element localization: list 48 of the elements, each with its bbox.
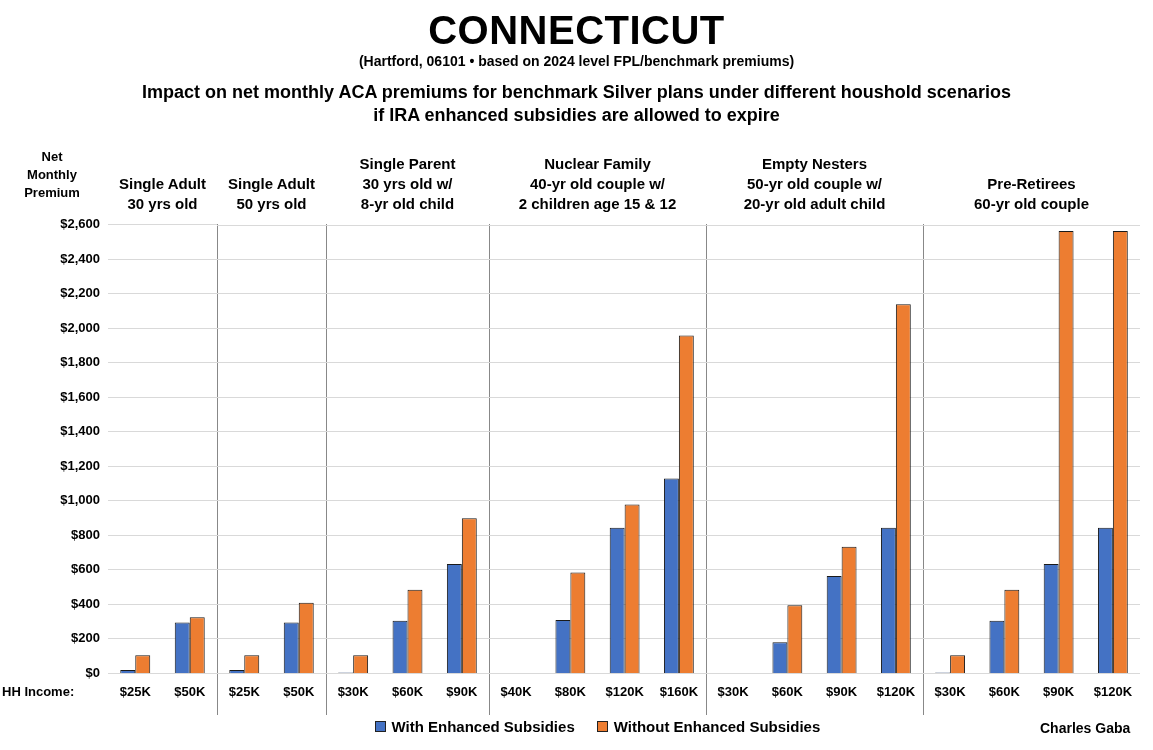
x-tick-label: $120K [876, 683, 916, 699]
text: (Hartford, 06101 • based on 2024 level FPL/benchmark premiums) [357, 53, 796, 69]
y-tick-label: $600 [71, 561, 100, 577]
chart-title: Single Adult 30 yrs old [118, 174, 207, 214]
x-tick-label: $90K [1043, 683, 1075, 699]
chart-title: Single Adult 50 yrs old [227, 174, 316, 214]
x-tick-label: $60K [771, 683, 804, 699]
x-tick-label: $160K [659, 683, 699, 699]
y-tick-label: $1,000 [60, 492, 100, 508]
x-tick-label: $25K [119, 683, 152, 699]
text: Impact on net monthly ACA premiums for benchmark Silver plans under different houshold scenarios [141, 81, 1012, 104]
y-tick-label: $1,600 [60, 388, 100, 404]
y-axis-title: Net Monthly Premium [23, 148, 81, 202]
y-tick-label: $2,400 [60, 250, 100, 266]
y-tick-label: $0 [85, 664, 100, 680]
x-tick-label: $40K [500, 683, 533, 699]
y-tick-label: $400 [71, 595, 100, 611]
text: CONNECTICUT [427, 8, 726, 53]
x-tick-label: $50K [283, 683, 315, 699]
x-tick-label: $60K [988, 683, 1021, 699]
text: if IRA enhanced subsidies are allowed to expire [372, 104, 781, 127]
legend-label: With Enhanced Subsidies [390, 718, 575, 735]
y-tick-label: $2,600 [60, 216, 100, 232]
x-tick-label: $120K [1093, 683, 1133, 699]
chart-title: Empty Nesters 50-yr old couple w/ 20-yr old adult child [742, 154, 887, 214]
x-axis-title: HH Income: [2, 683, 75, 699]
legend-label: Without Enhanced Subsidies [612, 718, 821, 735]
y-tick-label: $200 [71, 630, 100, 646]
x-tick-label: $90K [826, 683, 858, 699]
y-tick-label: $1,200 [60, 457, 100, 473]
x-tick-label: $30K [717, 683, 750, 699]
x-tick-label: $30K [934, 683, 967, 699]
y-tick-label: $2,000 [60, 319, 100, 335]
x-tick-label: $30K [337, 683, 370, 699]
y-tick-label: $800 [71, 526, 100, 542]
x-tick-label: $25K [228, 683, 261, 699]
y-tick-label: $1,400 [60, 423, 100, 439]
x-tick-label: $60K [391, 683, 424, 699]
x-tick-label: $120K [605, 683, 645, 699]
x-tick-label: $50K [174, 683, 206, 699]
chart-title: Single Parent 30 yrs old w/ 8-yr old child [358, 154, 457, 214]
chart-title: Nuclear Family 40-yr old couple w/ 2 children age 15 & 12 [517, 154, 678, 214]
y-tick-label: $2,200 [60, 285, 100, 301]
y-tick-label: $1,800 [60, 354, 100, 370]
x-tick-label: $90K [446, 683, 478, 699]
text: Charles Gaba [1040, 720, 1131, 736]
x-tick-label: $80K [554, 683, 587, 699]
chart-title: Pre-Retirees 60-yr old couple [973, 174, 1090, 214]
